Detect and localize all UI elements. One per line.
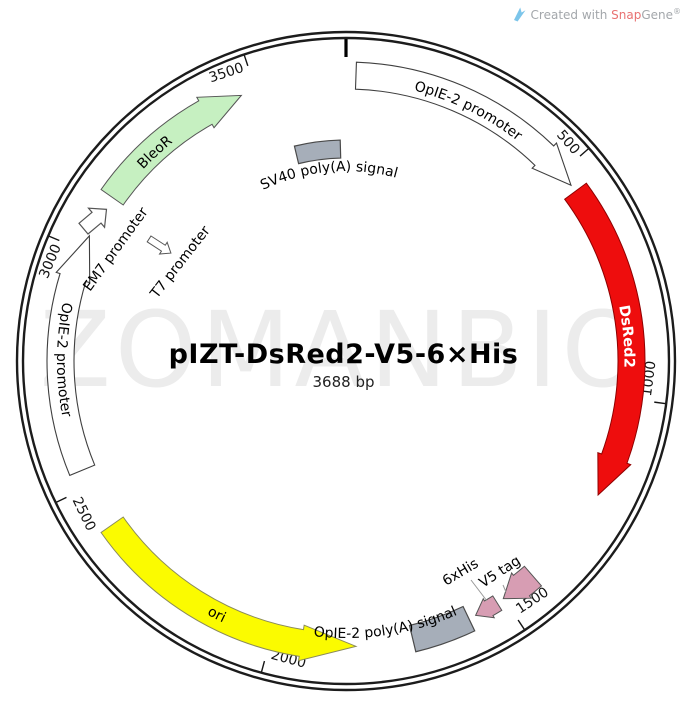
page-title: pIZT-DsRed2-V5-6×His <box>168 339 519 370</box>
feature-t7-promoter <box>146 235 172 255</box>
label-sv40-polya-signal: SV40 poly(A) signal <box>258 159 400 194</box>
tick-2000 <box>260 660 266 672</box>
label-opie2-promoter-left: OpIE-2 promoter <box>53 301 75 418</box>
tick-1000 <box>654 401 666 405</box>
tick-label-2500: 2500 <box>69 495 99 534</box>
feature-em7-promoter <box>78 207 108 235</box>
feature-sv40-polya-signal <box>293 139 342 165</box>
feature-bleor <box>100 94 243 206</box>
leader-6xhis <box>470 579 488 602</box>
label-6xhis: 6xHis <box>440 556 482 590</box>
feature-dsred2 <box>563 182 646 497</box>
snapgene-icon <box>513 7 526 22</box>
feature-opie2-promoter-top <box>354 61 572 187</box>
feature-v5-tag <box>502 565 543 600</box>
tick-3000 <box>48 235 60 242</box>
backbone-ring-outer <box>15 30 677 692</box>
tick-2500 <box>56 496 67 503</box>
feature-ori <box>100 516 358 662</box>
label-t7-promoter: T7 promoter <box>147 223 214 302</box>
tick-label-3500: 3500 <box>207 60 246 86</box>
label-ori: ori <box>205 604 228 626</box>
feature-opie2-polya-signal <box>408 605 476 653</box>
feature-opie2-promoter-left <box>46 234 96 477</box>
leader-v5-tag <box>502 584 507 593</box>
snapgene-credit: Created with SnapGene® <box>513 7 681 22</box>
title-block: pIZT-DsRed2-V5-6×His 3688 bp <box>0 339 687 391</box>
feature-6xhis <box>474 595 503 619</box>
watermark: ZOMANBIO <box>39 289 648 411</box>
tick-1500 <box>517 619 525 630</box>
label-dsred2: DsRed2 <box>615 304 636 368</box>
credit-text: Created with SnapGene® <box>530 7 681 22</box>
plasmid-length: 3688 bp <box>312 373 375 391</box>
backbone-ring-inner <box>21 36 671 686</box>
tick-3500 <box>243 55 249 67</box>
tick-500 <box>579 148 589 157</box>
